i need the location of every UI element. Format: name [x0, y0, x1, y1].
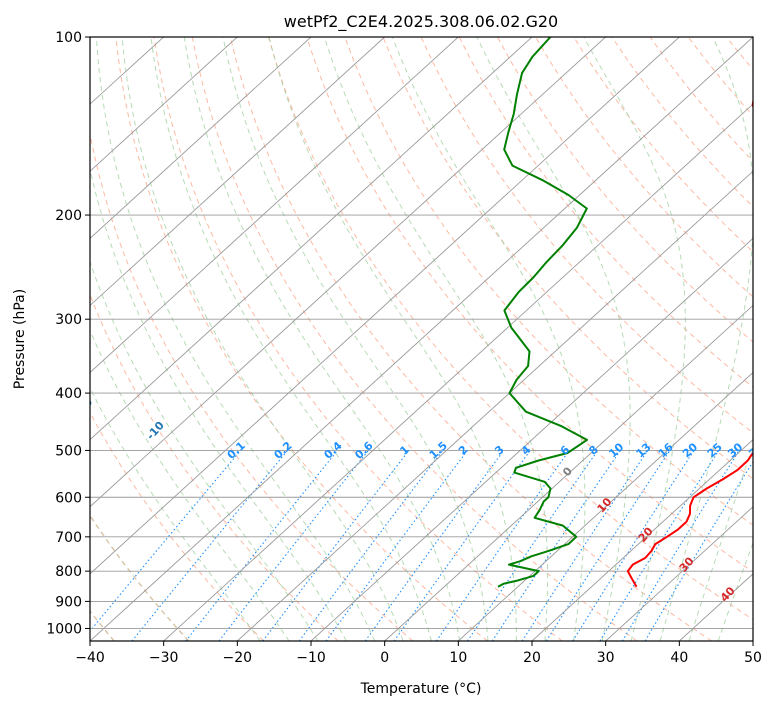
x-tick-label: 40: [670, 650, 688, 666]
mixing-ratio-line: [298, 450, 444, 641]
mixing-ratio-line: [521, 450, 649, 641]
mixing-ratio-line: [90, 450, 242, 632]
dry-adiabat-line: [191, 37, 638, 641]
mixing-ratio-line: [599, 450, 720, 641]
moist-adiabat-line: [90, 329, 290, 641]
mixing-ratio-line: [131, 450, 289, 641]
isotherm-line: [163, 103, 753, 641]
mixing-ratio-line: [491, 450, 621, 641]
isotherms: [90, 37, 753, 641]
isotherm-line: [90, 37, 459, 374]
dry-adiabat-line: [153, 37, 563, 641]
mixing-ratio-line: [185, 450, 339, 641]
y-axis: 1000 900 800 700 600 500 400 300 200 100: [46, 30, 90, 637]
y-tick-label: 600: [55, 490, 82, 506]
isotherm-line: [90, 37, 533, 441]
y-tick-label: 900: [55, 594, 82, 610]
moist-adiabat-line: [90, 166, 347, 641]
isotherm-line: [90, 37, 386, 307]
dry-adiabat-line: [90, 293, 339, 641]
dewpoint-profile-line: [497, 37, 588, 588]
isotherm-line: [752, 640, 753, 641]
x-tick-label: −30: [149, 650, 179, 666]
dry-adiabat-line: [306, 37, 753, 573]
dry-adiabat-line: [496, 37, 753, 343]
dry-adiabat-line: [458, 37, 753, 388]
x-axis: −40 −30 −20 −10 0 10 20 30 40 50: [75, 641, 762, 666]
isotherm-line: [90, 37, 238, 172]
y-tick-label: 100: [55, 30, 82, 46]
dry-adiabat-line: [268, 37, 753, 621]
plot-frame: [89, 36, 754, 642]
y-tick-label: 300: [55, 312, 82, 328]
moist-adiabat-line: [90, 260, 319, 641]
isotherm-line: [605, 506, 753, 641]
moist-adiabat-line: [90, 386, 261, 641]
x-tick-label: 20: [523, 650, 541, 666]
isotherm-line: [531, 439, 753, 641]
y-tick-label: 800: [55, 564, 82, 580]
isotherm-line: [90, 37, 680, 575]
x-tick-label: −40: [75, 650, 105, 666]
y-tick-label: 700: [55, 530, 82, 546]
mixing-ratio-line: [435, 450, 570, 641]
isotherm-line: [90, 37, 312, 239]
mixing-ratio-line: [467, 450, 599, 641]
mixing-ratio-label: 36: [746, 440, 766, 460]
isotherm-line: [457, 371, 753, 641]
temperature-profile-line: [626, 97, 753, 588]
plot-area: 0.10.20.40.611.52346810131620253036-100-…: [90, 37, 775, 641]
x-tick-label: −20: [223, 650, 253, 666]
y-tick-label: 400: [55, 386, 82, 402]
mixing-ratio-line: [325, 450, 468, 641]
y-axis-label: Pressure (hPa): [12, 289, 28, 389]
x-tick-label: −10: [296, 650, 326, 666]
chart-title: wetPf2_C2E4.2025.308.06.02.G20: [284, 12, 558, 32]
isobars: [90, 37, 753, 629]
moist-adiabat-line: [121, 37, 404, 641]
mixing-ratio-line: [545, 450, 671, 641]
isotherm-line: [90, 37, 753, 641]
moist-adiabat-line: [688, 443, 753, 641]
moist-adiabat-line: [150, 37, 432, 641]
moist-adiabat-line: [95, 37, 376, 641]
dry-adiabat-line: [765, 37, 775, 641]
x-tick-label: 50: [744, 650, 762, 666]
moist-adiabat-line: [659, 37, 753, 641]
dry-adiabat-line: [115, 37, 488, 641]
dry-adiabat-line: [90, 514, 190, 641]
dry-adiabat-line: [229, 37, 712, 641]
mixing-ratio-line: [364, 450, 505, 641]
isotherm-line: [310, 237, 753, 641]
x-tick-label: 10: [449, 650, 467, 666]
moist-adiabat-line: [183, 37, 461, 641]
moist-adiabat-line: [268, 37, 517, 641]
moist-adiabat-line: [476, 37, 631, 641]
series-lines: [497, 37, 753, 588]
moist-adiabats: [90, 37, 753, 641]
mixing-ratio-line: [262, 450, 410, 641]
dry-adiabat-line: [90, 411, 264, 641]
mixing-ratio-line: [572, 450, 695, 641]
isotherm-line: [384, 304, 753, 641]
moist-adiabat-line: [323, 37, 549, 641]
y-tick-label: 500: [55, 443, 82, 459]
isotherm-line: [90, 37, 607, 508]
x-tick-label: 30: [597, 650, 615, 666]
isotherm-line: [236, 170, 753, 641]
x-tick-label: 0: [380, 650, 389, 666]
dry-adiabats: [90, 37, 775, 641]
y-tick-label: 1000: [46, 621, 82, 637]
x-axis-label: Temperature (°C): [360, 681, 482, 697]
moist-adiabat-line: [391, 37, 586, 641]
mixing-ratio-line: [621, 450, 740, 641]
y-tick-label: 200: [55, 208, 82, 224]
